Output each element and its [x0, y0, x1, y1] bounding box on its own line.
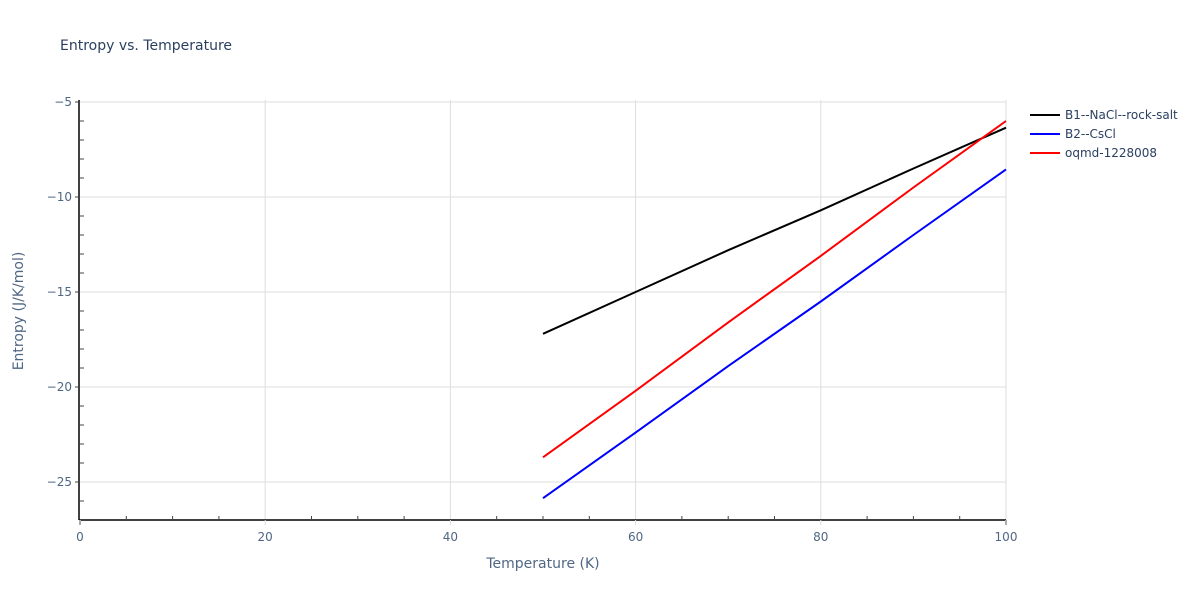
x-tick-label: 60	[628, 530, 643, 544]
axes: 0 20 40 60 80 100 −25 −20 −15 −10 −5	[47, 95, 1018, 544]
legend-item[interactable]: B1--NaCl--rock-salt	[1030, 108, 1178, 122]
series-line-b2-cscl[interactable]	[542, 168, 1007, 499]
x-tick-label: 80	[813, 530, 828, 544]
series-line-b1-nacl-rock-salt[interactable]	[542, 126, 1007, 335]
series-line-oqmd-1228008[interactable]	[542, 120, 1007, 459]
x-axis-title: Temperature (K)	[485, 556, 599, 572]
x-tick-label: 40	[443, 530, 458, 544]
legend-label: B2--CsCl	[1065, 127, 1116, 141]
y-tick-label: −20	[47, 380, 72, 394]
x-tick-label: 20	[258, 530, 273, 544]
chart-title: Entropy vs. Temperature	[60, 38, 232, 54]
legend-item[interactable]: oqmd-1228008	[1030, 146, 1157, 160]
plot-area[interactable]	[542, 120, 1007, 499]
legend-label: B1--NaCl--rock-salt	[1065, 108, 1178, 122]
legend-item[interactable]: B2--CsCl	[1030, 127, 1116, 141]
y-tick-label: −5	[54, 95, 72, 109]
y-tick-label: −15	[47, 285, 72, 299]
legend[interactable]: B1--NaCl--rock-salt B2--CsCl oqmd-1228008	[1030, 108, 1178, 160]
y-tick-label: −25	[47, 475, 72, 489]
y-axis-title: Entropy (J/K/mol)	[11, 252, 27, 371]
x-tick-label: 100	[995, 530, 1018, 544]
y-tick-label: −10	[47, 190, 72, 204]
legend-label: oqmd-1228008	[1065, 146, 1157, 160]
x-tick-label: 0	[76, 530, 84, 544]
